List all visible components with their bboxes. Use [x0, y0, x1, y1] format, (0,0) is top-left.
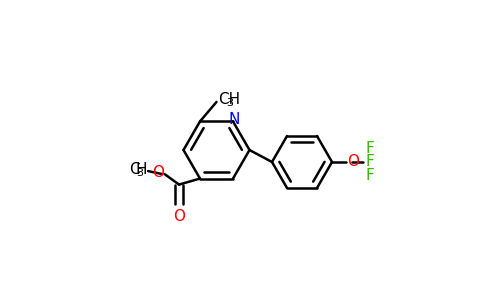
- Text: C: C: [129, 162, 140, 177]
- Text: O: O: [173, 209, 185, 224]
- Text: 3: 3: [227, 98, 233, 108]
- Text: F: F: [366, 141, 375, 156]
- Text: CH: CH: [218, 92, 240, 107]
- Text: N: N: [229, 112, 240, 128]
- Text: O: O: [347, 154, 359, 169]
- Text: F: F: [366, 154, 375, 169]
- Text: H: H: [135, 162, 147, 177]
- Text: F: F: [366, 168, 375, 183]
- Text: O: O: [152, 165, 164, 180]
- Text: 3: 3: [136, 169, 143, 178]
